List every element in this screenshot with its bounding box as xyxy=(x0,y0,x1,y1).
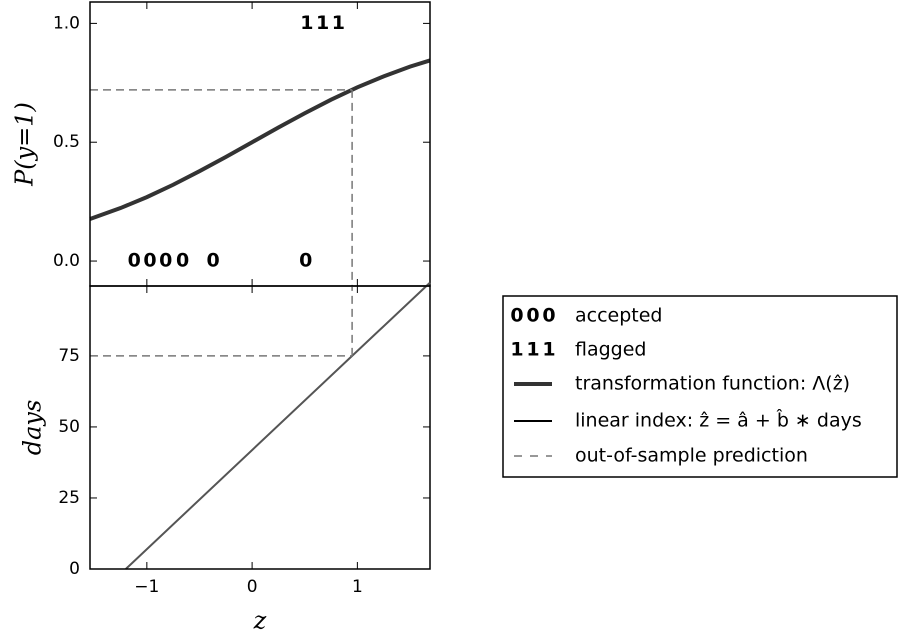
x-axis-label: z xyxy=(253,607,267,635)
y-tick-label: 0.0 xyxy=(53,251,80,271)
legend-marker: 1 xyxy=(526,339,539,361)
y-tick-label: 0 xyxy=(69,559,80,579)
legend-marker: 1 xyxy=(542,339,555,361)
scatter-marker: 1 xyxy=(332,12,345,34)
y-tick-label: 25 xyxy=(58,488,80,508)
y-axis-label: P(y=1) xyxy=(11,102,39,187)
legend-marker: 0 xyxy=(510,305,523,327)
scatter-marker: 0 xyxy=(299,250,312,272)
line xyxy=(89,58,431,221)
y-tick-label: 75 xyxy=(58,346,80,366)
legend-box xyxy=(502,295,898,478)
scatter-marker: 0 xyxy=(159,250,172,272)
y-tick-label: 1.0 xyxy=(53,13,80,33)
legend-label: out-of-sample prediction xyxy=(575,445,808,467)
plot-frame xyxy=(89,1,431,287)
x-tick-label: 0 xyxy=(247,577,258,597)
legend-marker: 0 xyxy=(542,305,555,327)
x-tick-label: 1 xyxy=(352,577,363,597)
legend-label: flagged xyxy=(575,339,646,361)
scatter-marker: 0 xyxy=(176,250,189,272)
scatter-marker: 0 xyxy=(207,250,220,272)
y-axis-label: days xyxy=(19,400,47,456)
scatter-marker: 0 xyxy=(128,250,141,272)
scatter-marker: 1 xyxy=(316,12,329,34)
line xyxy=(125,281,431,570)
scatter-marker: 0 xyxy=(143,250,156,272)
legend-label: accepted xyxy=(575,305,663,327)
plot-frame xyxy=(89,285,431,570)
x-tick-label: −1 xyxy=(134,577,159,597)
scatter-marker: 1 xyxy=(300,12,313,34)
legend-marker: 0 xyxy=(526,305,539,327)
legend-label: transformation function: Λ(ẑ) xyxy=(575,373,850,395)
y-tick-label: 50 xyxy=(58,417,80,437)
legend-marker: 1 xyxy=(510,339,523,361)
y-tick-label: 0.5 xyxy=(53,132,80,152)
legend-label: linear index: ẑ = â + b̂ ∗ days xyxy=(575,409,862,431)
